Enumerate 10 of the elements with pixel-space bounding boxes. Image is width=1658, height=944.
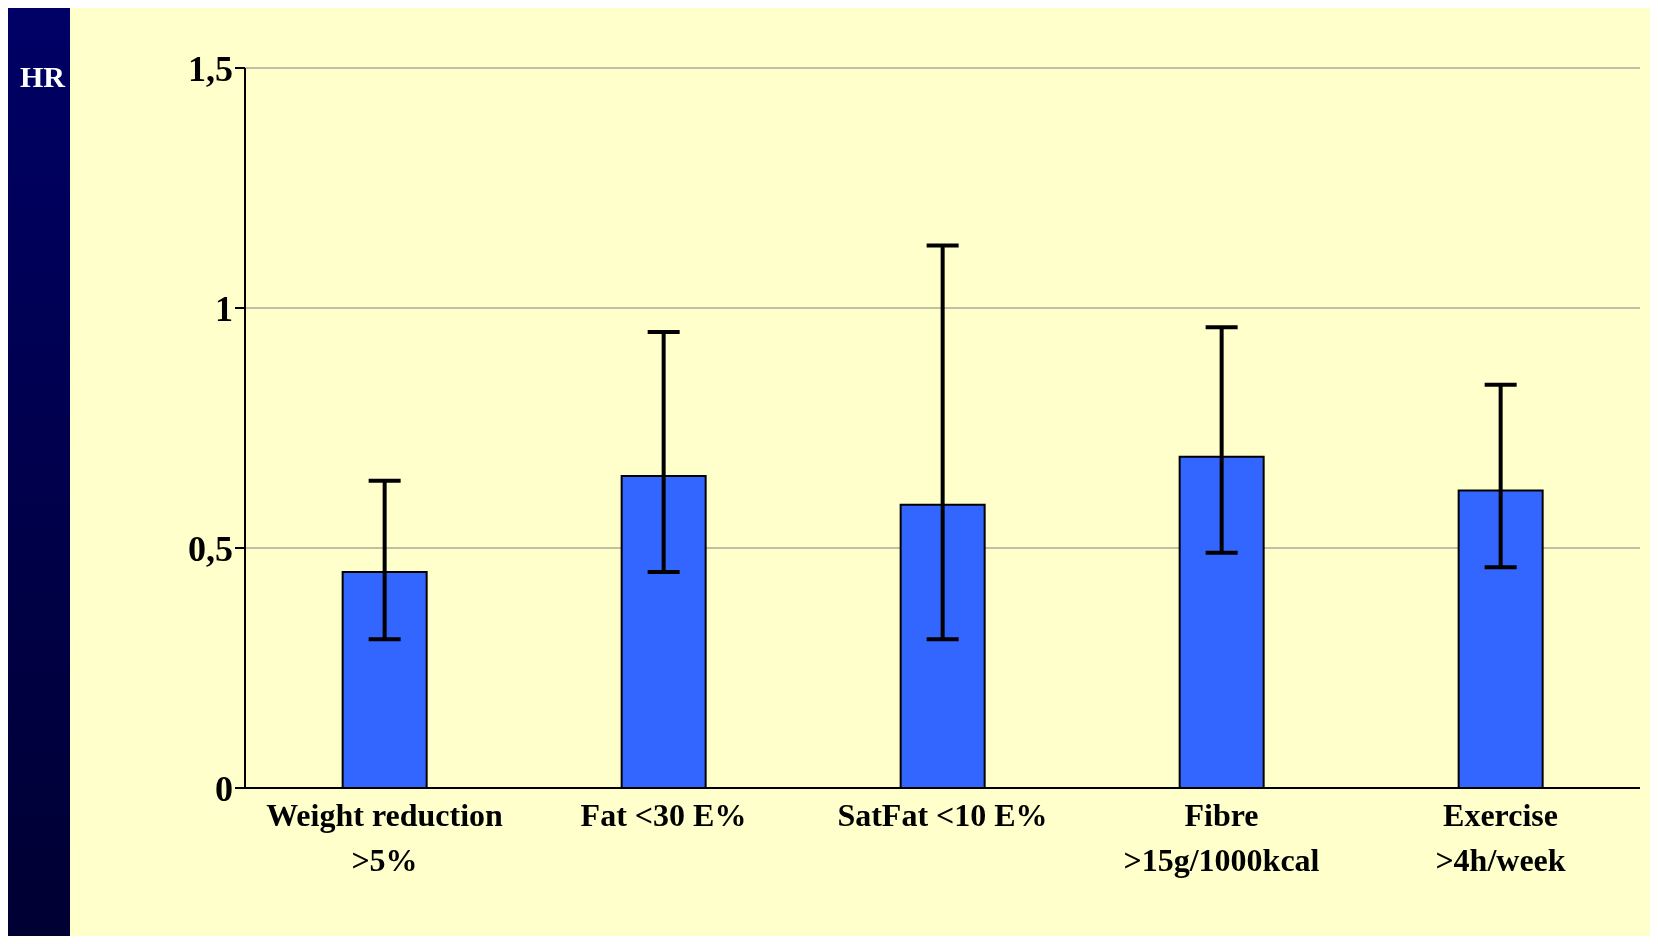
- y-tick-label: 1: [215, 288, 233, 329]
- x-tick-label: Fibre >15g/1000kcal: [1123, 797, 1320, 878]
- x-tick-label: Exercise >4h/week: [1435, 797, 1566, 878]
- y-axis-title: HR: [20, 60, 65, 94]
- y-tick-label: 0: [215, 768, 233, 809]
- x-tick-label: SatFat <10 E%: [837, 797, 1048, 833]
- x-tick-label: Fat <30 E%: [580, 797, 747, 833]
- x-tick-label: Weight reduction >5%: [266, 797, 504, 878]
- y-tick-label: 1,5: [188, 48, 233, 89]
- y-tick-label: 0,5: [188, 528, 233, 569]
